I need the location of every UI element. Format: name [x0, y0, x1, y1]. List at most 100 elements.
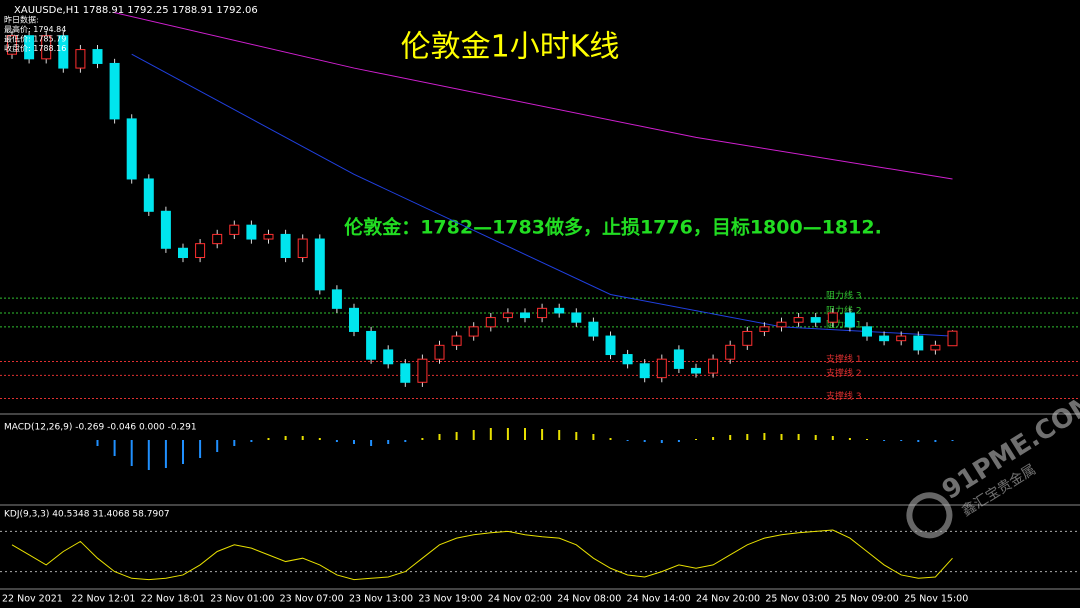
macd-bar — [301, 436, 304, 440]
candle-body — [366, 330, 377, 360]
macd-bar — [763, 433, 766, 440]
candle-body — [605, 335, 616, 356]
header: XAUUSDe,H1 1788.91 1792.25 1788.91 1792.… — [14, 5, 258, 16]
macd-bar — [746, 434, 749, 440]
candle-body — [212, 233, 223, 245]
candle-body — [520, 312, 530, 319]
macd-bar — [370, 440, 373, 446]
candle-body — [229, 224, 240, 235]
x-tick-label: 24 Nov 08:00 — [557, 594, 621, 605]
level-label: 支撑线 3 — [826, 390, 862, 402]
x-tick-label: 22 Nov 2021 — [2, 594, 63, 605]
candle-body — [485, 317, 496, 328]
macd-bar — [216, 440, 219, 452]
candle-body — [622, 354, 633, 365]
level-label: 阻力线 3 — [826, 290, 862, 302]
candle-body — [383, 349, 394, 365]
candle-body — [793, 317, 804, 323]
candle-body — [75, 49, 86, 69]
candle-body — [7, 35, 17, 55]
macd-bar — [182, 440, 184, 464]
macd-bar — [900, 440, 903, 441]
candle-body — [673, 349, 684, 369]
info-line: 最高价: 1794.84 — [4, 24, 66, 34]
info-line: 昨日数据: — [4, 15, 39, 25]
macd-bar — [848, 438, 851, 440]
macd-bar — [404, 440, 407, 442]
macd-bar — [233, 440, 236, 446]
macd-bar — [695, 439, 697, 440]
candle-body — [451, 335, 462, 346]
macd-bar — [199, 440, 202, 458]
macd-title: MACD(12,26,9) -0.269 -0.046 0.000 -0.291 — [4, 423, 197, 433]
macd-bar — [130, 440, 133, 466]
candle-body — [930, 344, 941, 351]
macd-bar — [147, 440, 150, 470]
kdj-line — [11, 529, 953, 581]
candle-body — [195, 243, 206, 259]
macd-bar — [353, 440, 355, 444]
x-tick-label: 22 Nov 12:01 — [71, 594, 135, 605]
candle-body — [862, 326, 872, 337]
macd-bar — [472, 430, 475, 440]
macd-bar — [250, 440, 253, 442]
candle-body — [742, 330, 753, 346]
candle-body — [297, 238, 308, 259]
macd-bar — [438, 434, 441, 440]
macd-bar — [660, 440, 663, 443]
kdj-title: KDJ(9,3,3) 40.5348 31.4068 58.7907 — [4, 510, 170, 520]
candle-body — [24, 35, 35, 60]
macd-bar — [592, 434, 595, 440]
macd-bar — [951, 440, 954, 441]
candle-body — [691, 367, 701, 374]
candle-body — [160, 210, 171, 249]
moving-average — [131, 53, 953, 337]
level-label: 支撑线 2 — [826, 367, 862, 379]
candle-body — [879, 335, 890, 342]
macd-bar — [387, 440, 390, 444]
moving-average — [114, 12, 953, 180]
candle-body — [827, 312, 838, 323]
macd-bar — [575, 432, 578, 440]
candle-body — [41, 35, 52, 60]
candle-body — [502, 312, 513, 319]
x-tick-label: 25 Nov 15:00 — [904, 594, 968, 605]
candle-body — [400, 363, 411, 383]
candle-body — [896, 335, 907, 342]
candle-body — [109, 62, 120, 120]
macd-bar — [729, 435, 732, 440]
candle-body — [468, 326, 479, 337]
candle-body — [571, 312, 582, 323]
candle-body — [331, 289, 342, 309]
candle-body — [349, 307, 359, 332]
macd-bar — [96, 440, 99, 446]
candle-body — [725, 344, 736, 360]
watermark-logo — [906, 492, 953, 539]
macd-bar — [643, 440, 646, 442]
macd-bar — [164, 440, 167, 468]
macd-bar — [626, 440, 629, 441]
x-tick-label: 23 Nov 13:00 — [349, 594, 413, 605]
candle-body — [314, 238, 325, 291]
candle-body — [537, 307, 548, 319]
candle-body — [810, 317, 821, 323]
macd-bar — [455, 432, 458, 440]
candle-body — [708, 358, 719, 374]
candle-body — [246, 224, 257, 240]
macd-bar — [267, 438, 270, 440]
macd-bar — [524, 428, 526, 440]
macd-bar — [421, 438, 424, 440]
x-tick-label: 24 Nov 14:00 — [627, 594, 691, 605]
candle-body — [588, 321, 599, 337]
macd-bar — [677, 440, 680, 442]
candle-body — [656, 358, 667, 379]
macd-bar — [284, 436, 287, 440]
candle-body — [844, 312, 855, 328]
candle-body — [759, 326, 770, 332]
x-tick-label: 25 Nov 03:00 — [765, 594, 829, 605]
macd-bar — [917, 440, 920, 442]
macd-bar — [831, 436, 834, 440]
